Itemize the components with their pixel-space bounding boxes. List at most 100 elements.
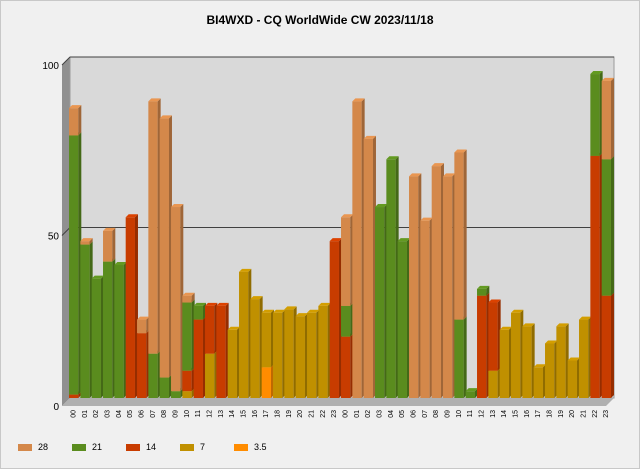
legend-swatch — [72, 443, 86, 451]
x-tick-label: 02 — [93, 410, 100, 418]
bar-segment — [454, 149, 467, 320]
bar-segment — [91, 275, 104, 398]
x-tick-label: 19 — [286, 410, 293, 418]
x-tick-label: 08 — [161, 410, 168, 418]
x-tick-label: 03 — [377, 410, 384, 418]
x-tick-label: 20 — [297, 410, 304, 418]
bar-segment — [386, 156, 399, 398]
x-tick-label: 09 — [445, 410, 452, 418]
bar-segment — [477, 285, 490, 296]
bar-segment — [250, 296, 263, 398]
bar-segment — [137, 316, 150, 334]
x-tick-label: 22 — [592, 410, 599, 418]
bar-segment — [148, 350, 161, 398]
gridline-side — [61, 56, 71, 66]
x-tick-label: 22 — [320, 410, 327, 418]
bar-segment — [69, 132, 82, 395]
x-tick-label: 16 — [524, 410, 531, 418]
bar-segment — [103, 258, 116, 398]
x-tick-label: 13 — [218, 410, 225, 418]
x-tick-label: 09 — [173, 410, 180, 418]
legend-swatch — [18, 443, 32, 451]
bar-segment — [375, 204, 388, 398]
bar-segment — [488, 367, 501, 398]
bar-segment — [397, 238, 410, 398]
bar-segment — [465, 388, 478, 398]
bar-segment — [193, 316, 206, 398]
legend-item: 21 — [72, 440, 102, 454]
x-tick-label: 19 — [558, 410, 565, 418]
x-tick-label: 05 — [399, 410, 406, 418]
x-tick-label: 17 — [263, 410, 270, 418]
chart-title: BI4WXD - CQ WorldWide CW 2023/11/18 — [206, 13, 434, 27]
x-tick-label: 08 — [433, 410, 440, 418]
bar-segment — [318, 302, 331, 398]
bar-segment — [556, 323, 569, 398]
x-tick-label: 16 — [252, 410, 259, 418]
x-tick-label: 17 — [535, 410, 542, 418]
x-tick-label: 01 — [354, 410, 361, 418]
bar-segment — [69, 105, 82, 136]
bar-segment — [159, 115, 172, 378]
x-tick-label: 11 — [467, 410, 474, 417]
bar-segment — [182, 299, 195, 371]
legend-item: 28 — [18, 440, 48, 454]
bar-segment — [352, 98, 365, 398]
bar-segment — [329, 238, 342, 398]
bar-segment — [431, 163, 444, 398]
bar-segment — [159, 374, 172, 398]
bar-segment — [182, 292, 195, 303]
x-tick-label: 23 — [603, 410, 610, 418]
x-tick-label: 18 — [547, 410, 554, 418]
legend-label: 21 — [92, 442, 103, 452]
x-tick-label: 07 — [422, 410, 429, 418]
y-tick-label: 0 — [53, 402, 59, 413]
bar-segment — [454, 316, 467, 398]
x-tick-label: 12 — [207, 410, 214, 418]
legend-label: 7 — [200, 442, 206, 452]
x-tick-label: 01 — [82, 410, 89, 418]
y-tick-label: 50 — [48, 232, 60, 243]
x-tick-label: 02 — [365, 410, 372, 418]
bar-segment — [239, 268, 252, 398]
x-tick-label: 11 — [195, 410, 202, 417]
bar-segment — [205, 350, 218, 398]
bar-segment — [227, 326, 240, 398]
bar-segment — [137, 330, 150, 398]
bar-segment — [567, 357, 580, 398]
bar-segment — [182, 367, 195, 392]
bar-segment — [171, 204, 184, 392]
x-tick-label: 13 — [490, 410, 497, 418]
bar-segment — [488, 299, 501, 371]
gridline-side — [61, 227, 71, 236]
bar-segment — [273, 309, 286, 398]
bar-segment — [341, 214, 354, 306]
bar-segment — [363, 135, 376, 398]
bar-segment — [148, 98, 161, 354]
x-tick-label: 00 — [71, 410, 78, 418]
bar-segment — [261, 309, 274, 368]
bar-segment — [590, 152, 603, 398]
x-tick-label: 15 — [513, 410, 520, 418]
x-tick-label: 06 — [411, 410, 418, 418]
bar-segment — [499, 326, 512, 398]
bar-segment — [420, 217, 433, 398]
x-tick-label: 07 — [150, 410, 157, 418]
x-tick-label: 14 — [229, 410, 236, 418]
x-tick-label: 05 — [127, 410, 134, 418]
x-tick-label: 10 — [184, 410, 191, 418]
bar-segment — [80, 241, 93, 398]
legend-item: 7 — [180, 440, 205, 454]
x-tick-label: 04 — [388, 410, 395, 418]
bar-segment — [601, 77, 614, 160]
bar-segment — [545, 340, 558, 398]
bar-segment — [601, 156, 614, 296]
x-tick-label: 20 — [569, 410, 576, 418]
legend-label: 28 — [38, 442, 49, 452]
bar-segment — [579, 316, 592, 398]
legend-item: 14 — [126, 440, 156, 454]
bar-segment — [114, 262, 127, 398]
bar-segment — [341, 333, 354, 398]
x-tick-label: 03 — [105, 410, 112, 418]
